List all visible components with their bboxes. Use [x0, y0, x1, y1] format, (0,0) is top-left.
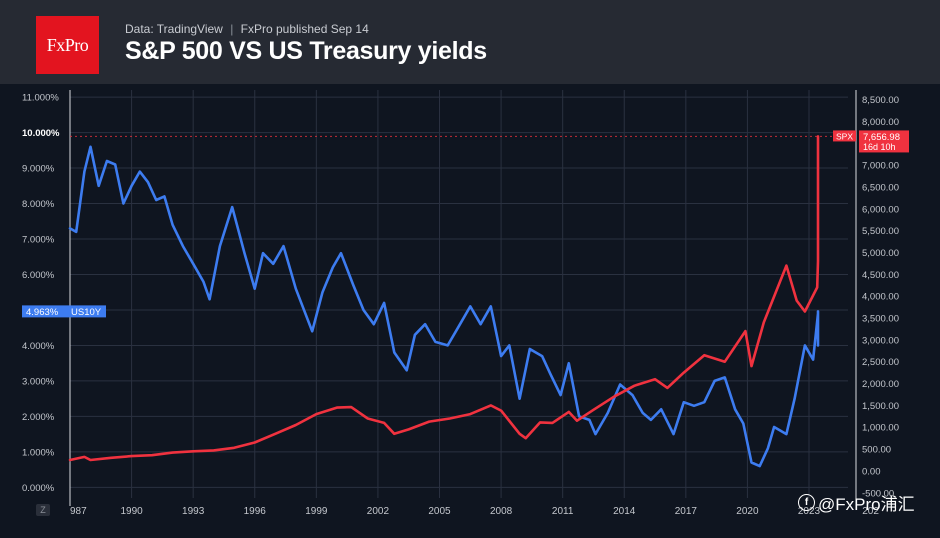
left-tick-label: 11.000%: [22, 93, 59, 104]
x-tick-label: 2002: [367, 506, 390, 517]
meta-separator: |: [230, 22, 234, 36]
left-tick-label: 2.000%: [22, 412, 55, 423]
right-tick-label: 8,500.00: [862, 95, 899, 106]
facebook-icon: f: [798, 494, 815, 511]
chart-header: FxPro Data: TradingView | FxPro publishe…: [0, 0, 940, 84]
us10y-name-label: US10Y: [71, 307, 102, 318]
right-tick-label: 1,000.00: [862, 423, 899, 434]
spx-value-tag: [859, 130, 909, 153]
left-tick-label: 7.000%: [22, 235, 55, 246]
spx-name-label: SPX: [836, 131, 853, 141]
right-tick-label: 7,000.00: [862, 161, 899, 172]
right-tick-label: 6,500.00: [862, 182, 899, 193]
right-tick-label: 3,500.00: [862, 314, 899, 325]
x-tick-label: 1999: [305, 506, 328, 517]
spx-value-label: 7,656.98: [863, 132, 900, 143]
spx-name-tag: [833, 130, 856, 142]
x-tick-label: 202: [862, 506, 879, 517]
right-tick-label: 2,500.00: [862, 357, 899, 368]
zoom-icon[interactable]: Z: [36, 504, 50, 516]
series-line-us10y: [68, 145, 820, 468]
chart-meta: Data: TradingView | FxPro published Sep …: [125, 22, 369, 36]
x-tick-label: 1993: [182, 506, 205, 517]
right-tick-label: 4,500.00: [862, 270, 899, 281]
left-tick-label: 4.000%: [22, 341, 55, 352]
x-tick-label: 2017: [675, 506, 698, 517]
x-tick-label: 2020: [736, 506, 759, 517]
right-tick-label: 8,000.00: [862, 117, 899, 128]
right-tick-label: 2,000.00: [862, 379, 899, 390]
x-tick-label: 987: [70, 506, 87, 517]
us10y-tag: [22, 305, 106, 318]
x-tick-label: 2023: [798, 506, 821, 517]
x-tick-label: 1996: [244, 506, 267, 517]
right-tick-label: 1,500.00: [862, 401, 899, 412]
x-tick-label: 1990: [120, 506, 143, 517]
right-tick-label: 4,000.00: [862, 292, 899, 303]
left-tick-label: 10.000%: [22, 128, 60, 139]
x-tick-label: 2011: [552, 506, 574, 517]
data-source: Data: TradingView: [125, 22, 223, 36]
watermark: f @FxPro浦汇: [798, 490, 915, 515]
watermark-text: @FxPro浦汇: [818, 495, 915, 514]
right-tick-label: 5,000.00: [862, 248, 899, 259]
fxpro-logo: FxPro: [36, 16, 99, 74]
series-line-spx: [68, 135, 820, 462]
x-tick-label: 2005: [428, 506, 451, 517]
published-info: FxPro published Sep 14: [240, 22, 369, 36]
left-tick-label: 6.000%: [22, 270, 55, 281]
left-tick-label: 8.000%: [22, 199, 55, 210]
spx-time-label: 16d 10h: [863, 142, 896, 152]
left-tick-label: 3.000%: [22, 376, 55, 387]
us10y-value-label: 4.963%: [26, 307, 59, 318]
right-tick-label: 0.00: [862, 466, 881, 477]
right-tick-label: 6,000.00: [862, 204, 899, 215]
right-tick-label: 3,000.00: [862, 335, 899, 346]
left-tick-label: 9.000%: [22, 164, 55, 175]
right-tick-label: 500.00: [862, 445, 891, 456]
line-chart: 987 1990 1993 1996 1999 2002 2005 2008 2011 2014 2…: [22, 90, 909, 517]
x-tick-label: 2014: [613, 506, 636, 517]
right-tick-label: -500.00: [862, 488, 894, 499]
left-tick-label: 1.000%: [22, 447, 55, 458]
left-tick-label: 0.000%: [22, 483, 55, 494]
x-tick-label: 2008: [490, 506, 513, 517]
chart-title: S&P 500 VS US Treasury yields: [125, 37, 487, 65]
right-tick-label: 5,500.00: [862, 226, 899, 237]
